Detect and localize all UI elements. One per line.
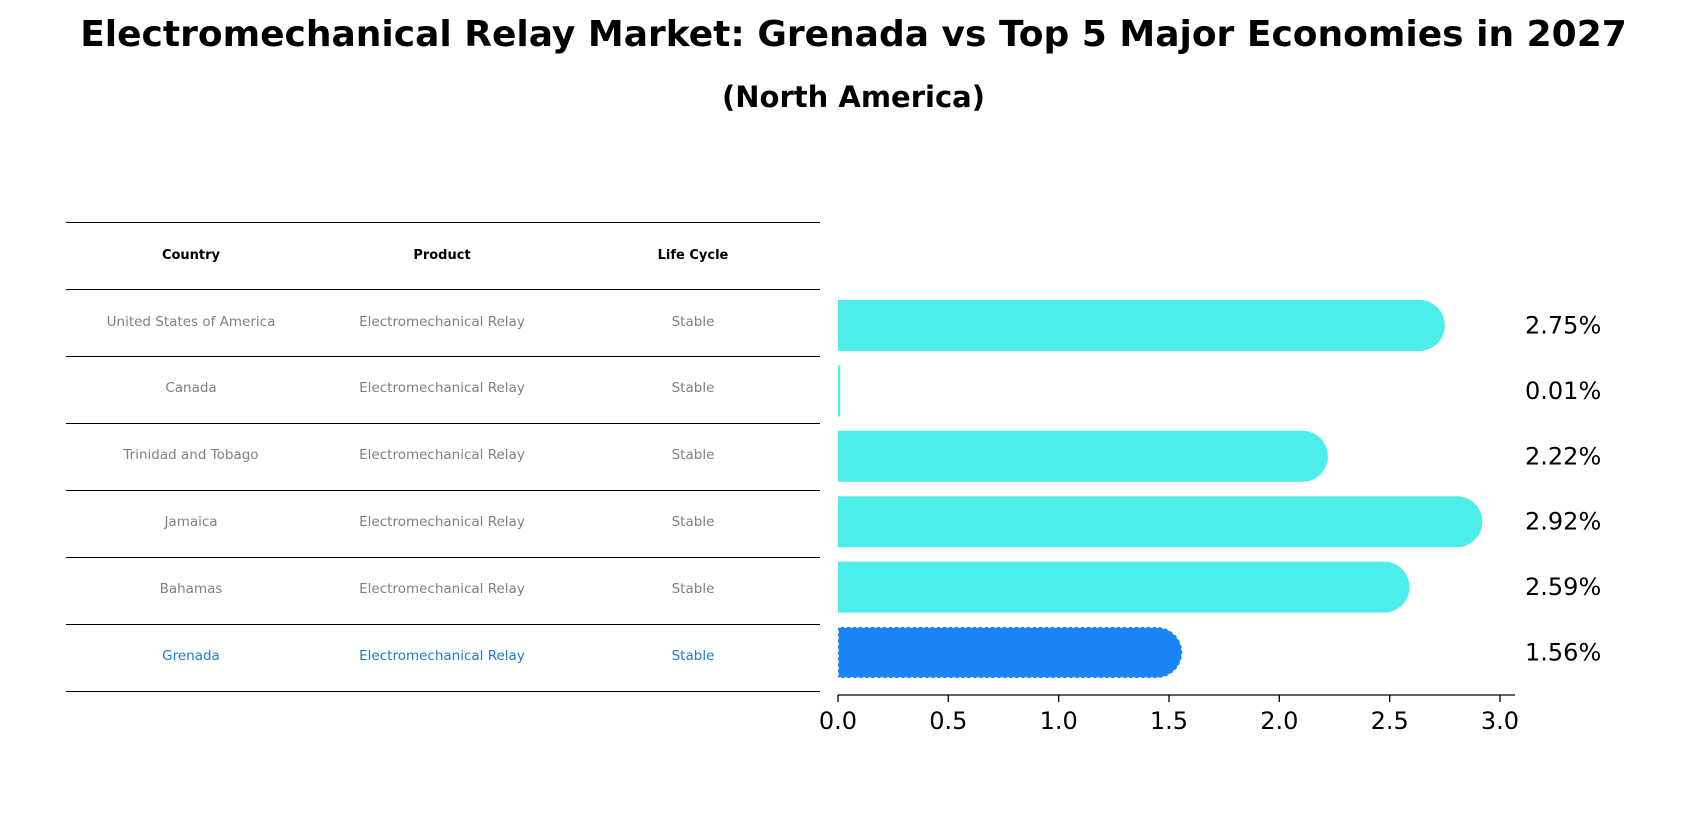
table-rule bbox=[66, 557, 820, 558]
chart-subtitle: (North America) bbox=[722, 80, 985, 114]
bar bbox=[838, 300, 1445, 351]
table-rule bbox=[66, 624, 820, 625]
table-cell-life-cycle: Stable bbox=[671, 380, 715, 396]
table-rule bbox=[66, 423, 820, 424]
table-header-product: Product bbox=[413, 248, 471, 263]
table-cell-life-cycle: Stable bbox=[671, 447, 715, 463]
table-cell-life-cycle: Stable bbox=[671, 514, 715, 530]
table-cell-country: Canada bbox=[165, 380, 217, 396]
table-cell-life-cycle-highlight: Stable bbox=[671, 648, 715, 664]
x-tick-label: 2.0 bbox=[1260, 707, 1298, 735]
x-tick-label: 1.0 bbox=[1040, 707, 1078, 735]
bar bbox=[838, 496, 1483, 548]
bar-highlight bbox=[837, 626, 1183, 679]
bar bbox=[838, 365, 841, 417]
table-rule bbox=[66, 289, 820, 290]
table-cell-country: Trinidad and Tobago bbox=[123, 447, 259, 463]
table-header-country: Country bbox=[161, 248, 221, 263]
table-header-life-cycle: Life Cycle bbox=[657, 248, 729, 263]
x-tick-label: 2.5 bbox=[1371, 707, 1409, 735]
bar-value-label: 1.56% bbox=[1525, 639, 1601, 667]
table-cell-product: Electromechanical Relay bbox=[359, 514, 525, 530]
table-cell-product: Electromechanical Relay bbox=[359, 581, 525, 597]
x-tick-label: 0.5 bbox=[929, 707, 967, 735]
table-cell-product: Electromechanical Relay bbox=[359, 447, 525, 463]
x-tick-label: 0.0 bbox=[819, 707, 857, 735]
bar-value-label: 0.01% bbox=[1525, 377, 1601, 405]
table-cell-product-highlight: Electromechanical Relay bbox=[359, 648, 525, 664]
bar bbox=[838, 430, 1328, 482]
x-tick-label: 3.0 bbox=[1481, 707, 1519, 735]
table-cell-product: Electromechanical Relay bbox=[359, 314, 525, 330]
bar-value-label: 2.22% bbox=[1525, 442, 1601, 470]
table-cell-country: United States of America bbox=[106, 314, 276, 330]
bar bbox=[838, 561, 1410, 613]
table-cell-country-highlight: Grenada bbox=[162, 648, 220, 664]
x-tick-label: 1.5 bbox=[1150, 707, 1188, 735]
bar-value-label: 2.59% bbox=[1525, 573, 1601, 601]
bar-value-label: 2.92% bbox=[1525, 508, 1601, 536]
table-rule bbox=[66, 691, 820, 692]
table-rule bbox=[66, 490, 820, 491]
table-cell-life-cycle: Stable bbox=[671, 314, 715, 330]
table-rule bbox=[66, 356, 820, 357]
table-rule bbox=[66, 222, 820, 223]
table-cell-product: Electromechanical Relay bbox=[359, 380, 525, 396]
table-cell-life-cycle: Stable bbox=[671, 581, 715, 597]
chart-title: Electromechanical Relay Market: Grenada … bbox=[80, 14, 1627, 55]
bar-value-label: 2.75% bbox=[1525, 312, 1601, 340]
table-cell-country: Jamaica bbox=[164, 514, 218, 530]
table-cell-country: Bahamas bbox=[159, 581, 223, 597]
